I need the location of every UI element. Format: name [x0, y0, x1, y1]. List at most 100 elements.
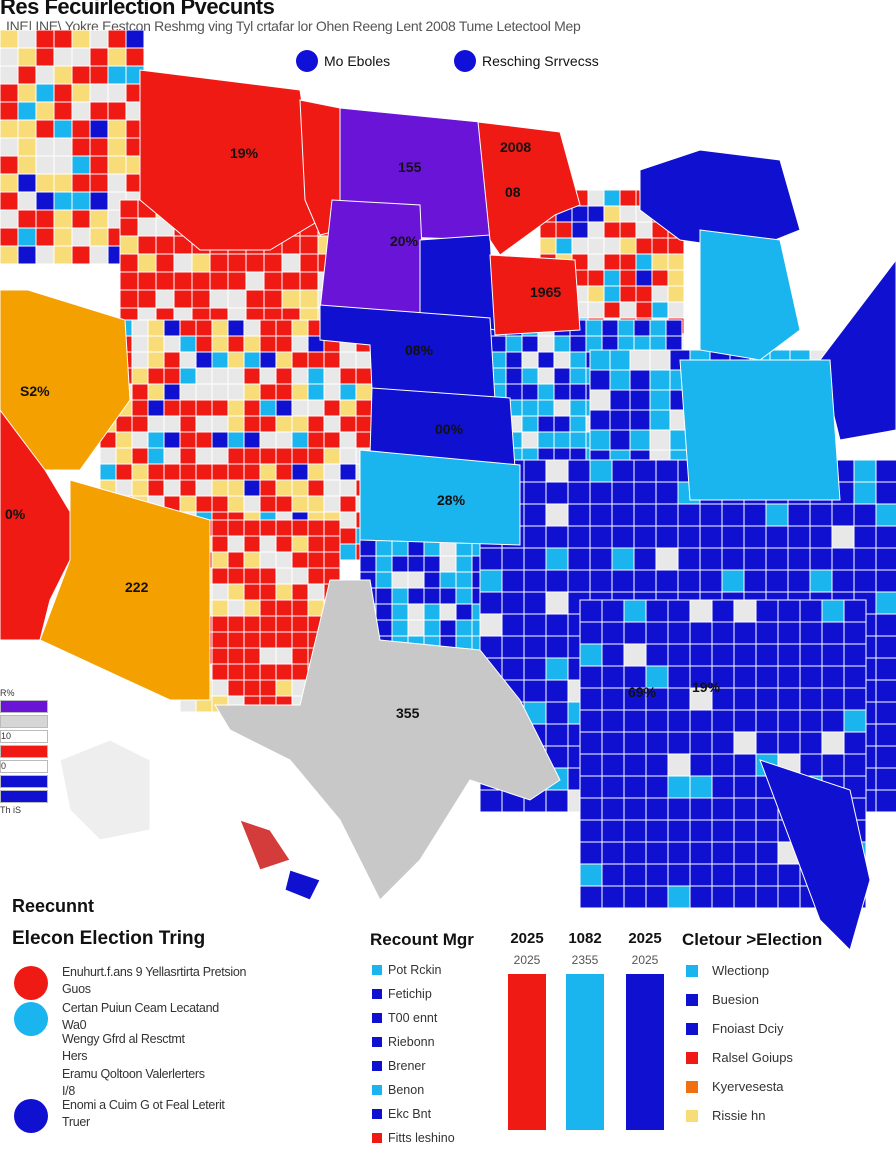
county-cell — [777, 731, 801, 755]
county-cell — [89, 245, 109, 265]
county-cell — [211, 599, 229, 617]
legend-swatch-icon — [372, 1133, 382, 1143]
county-cell — [131, 367, 149, 385]
county-cell — [601, 797, 625, 821]
county-cell — [875, 657, 896, 681]
county-cell — [179, 367, 197, 385]
county-cell — [259, 431, 277, 449]
county-cell — [571, 205, 589, 223]
county-cell — [195, 415, 213, 433]
county-cell — [211, 551, 229, 569]
county-cell — [545, 679, 569, 703]
county-cell — [633, 569, 657, 593]
mid-legend-item: T00 ennt — [372, 1006, 455, 1030]
right-legend-item: Ralsel Goiups — [686, 1043, 793, 1072]
county-cell — [17, 155, 37, 175]
county-cell — [243, 679, 261, 697]
county-cell — [601, 841, 625, 865]
county-cell — [843, 753, 867, 777]
county-cell — [635, 221, 653, 239]
county-cell — [17, 30, 37, 49]
county-cell — [523, 635, 547, 659]
county-cell — [35, 245, 55, 265]
county-cell — [645, 643, 669, 667]
county-cell — [645, 731, 669, 755]
county-cell — [191, 289, 211, 309]
county-cell — [119, 289, 139, 309]
county-cell — [375, 571, 393, 589]
county-cell — [777, 621, 801, 645]
county-cell — [651, 285, 669, 303]
election-map[interactable]: 19% 155 2008 20% 08 1965 08% 00% 28% S2% 0% 222 355 6… — [0, 30, 896, 970]
county-cell — [179, 495, 197, 513]
county-cell — [733, 819, 757, 843]
circle-legend-line: Wa0 — [62, 1018, 87, 1032]
county-cell — [259, 335, 277, 353]
county-cell — [195, 399, 213, 417]
county-cell — [291, 399, 309, 417]
county-cell — [587, 205, 605, 223]
circle-legend-line: Eramu Qoltoon Valerlerters — [62, 1067, 205, 1081]
county-cell — [579, 665, 603, 689]
county-cell — [227, 415, 245, 433]
county-cell — [211, 463, 229, 481]
county-cell — [17, 83, 37, 103]
county-cell — [423, 587, 441, 605]
right-legend-label: Rissie hn — [712, 1108, 766, 1123]
county-cell — [17, 47, 37, 67]
county-cell — [667, 687, 691, 711]
county-cell — [545, 591, 569, 615]
page-subtitle: INE| INE\ Yokre Eestcon Reshmg ving Tyl … — [6, 18, 581, 34]
county-cell — [799, 731, 823, 755]
county-cell — [569, 431, 587, 449]
county-cell — [323, 551, 341, 569]
map-region-label: 08 — [505, 184, 521, 200]
state-regions — [0, 69, 896, 951]
county-cell — [569, 335, 587, 353]
legend-label: Mo Eboles — [324, 53, 391, 69]
county-cell — [323, 447, 341, 465]
mid-legend-label: Pot Rckin — [388, 963, 442, 977]
county-cell — [677, 525, 701, 549]
county-cell — [17, 65, 37, 85]
county-cell — [259, 415, 277, 433]
county-cell — [0, 65, 19, 85]
county-cell — [711, 863, 735, 887]
county-cell — [423, 571, 441, 589]
mid-legend-item: Ekc Bnt — [372, 1102, 455, 1126]
county-cell — [649, 349, 671, 371]
mini-legend-bar: 10 — [0, 730, 48, 743]
county-cell — [629, 389, 651, 411]
county-cell — [275, 679, 293, 697]
county-cell — [619, 205, 637, 223]
county-cell — [307, 415, 325, 433]
county-cell — [553, 335, 571, 353]
mid-legend: Pot Rckin Fetichip T00 ennt Riebonn Brener Be… — [372, 958, 455, 1150]
region-south-dakota — [319, 199, 426, 316]
county-cell — [259, 319, 277, 337]
county-cell — [71, 227, 91, 247]
county-cell — [501, 591, 525, 615]
county-cell — [137, 253, 157, 273]
county-cell — [89, 173, 109, 193]
county-cell — [259, 535, 277, 553]
county-cell — [107, 30, 127, 49]
county-cell — [339, 495, 357, 513]
county-cell — [777, 885, 801, 909]
county-cell — [579, 709, 603, 733]
county-cell — [609, 389, 631, 411]
mid-legend-label: Brener — [388, 1059, 426, 1073]
county-cell — [501, 547, 525, 571]
county-cell — [589, 409, 611, 431]
county-cell — [777, 665, 801, 689]
circle-legend-text: Enomi a Cuim G ot Feal Leterit Truer — [62, 1097, 225, 1131]
county-cell — [323, 351, 341, 369]
county-cell — [227, 253, 247, 273]
county-cell — [711, 797, 735, 821]
county-cell — [651, 237, 669, 255]
county-cell — [875, 591, 896, 615]
recount-bar — [626, 974, 664, 1130]
county-cell — [147, 479, 165, 497]
county-cell — [689, 885, 713, 909]
county-cell — [275, 551, 293, 569]
